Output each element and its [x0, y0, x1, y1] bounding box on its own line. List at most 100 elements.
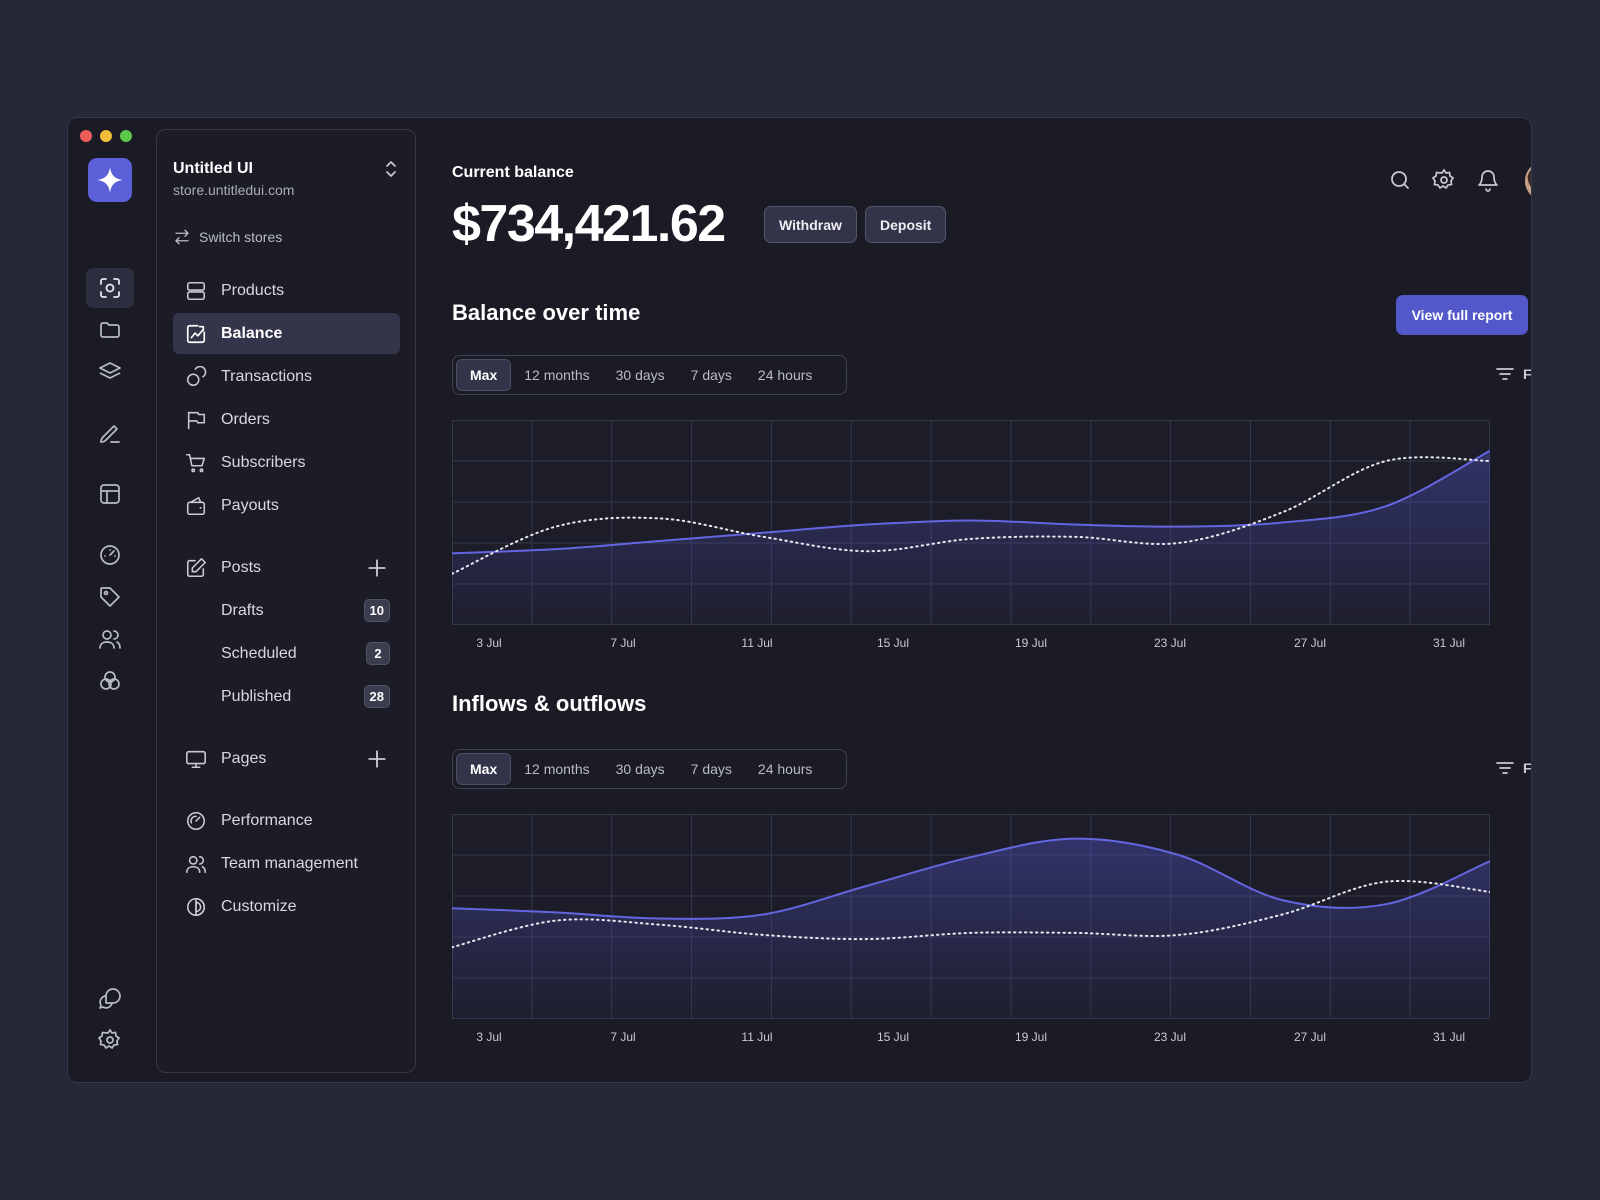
- range-option[interactable]: 12 months: [524, 761, 590, 777]
- range-option[interactable]: 12 months: [524, 367, 590, 383]
- add-page-icon[interactable]: [366, 748, 388, 770]
- sidebar-item-published[interactable]: Published 28: [173, 676, 400, 717]
- sparkle-icon: [97, 167, 123, 193]
- sidebar-item-label: Team management: [221, 854, 358, 872]
- search-icon[interactable]: [1388, 168, 1412, 192]
- sidebar-item-transactions[interactable]: Transactions: [173, 356, 400, 397]
- range-option[interactable]: 24 hours: [757, 367, 813, 383]
- rail-folder-button[interactable]: [86, 310, 134, 350]
- range-option[interactable]: 30 days: [615, 367, 665, 383]
- x-tick-label: 27 Jul: [1293, 1030, 1327, 1044]
- sidebar-item-customize[interactable]: Customize: [173, 886, 400, 927]
- x-tick-label: 15 Jul: [876, 1030, 910, 1044]
- wallet-icon: [186, 496, 206, 515]
- sidebar-item-label: Payouts: [221, 496, 279, 514]
- balance-filters-button[interactable]: Filters: [1495, 364, 1531, 384]
- sidebar-item-scheduled[interactable]: Scheduled 2: [173, 633, 400, 674]
- server-icon: [186, 281, 206, 300]
- sidebar-item-posts[interactable]: Posts: [173, 547, 400, 588]
- logo[interactable]: [88, 158, 132, 202]
- sidebar-item-label: Products: [221, 281, 285, 299]
- rail-scan-button[interactable]: [86, 268, 134, 308]
- range-option[interactable]: 24 hours: [757, 761, 813, 777]
- series-area: [452, 450, 1490, 625]
- range-option[interactable]: Max: [456, 753, 512, 785]
- sidebar-item-label: Posts: [221, 558, 262, 576]
- flows-filters-button[interactable]: Filters: [1495, 758, 1532, 778]
- layout-icon: [100, 484, 120, 504]
- sidebar-item-products[interactable]: Products: [173, 270, 400, 311]
- sidebar-item-drafts[interactable]: Drafts 10: [173, 590, 400, 631]
- rail-chat-button[interactable]: [86, 978, 134, 1018]
- count-badge: 10: [363, 599, 390, 622]
- avatar[interactable]: [1525, 161, 1531, 201]
- count-badge: 2: [366, 642, 390, 665]
- x-tick-label: 11 Jul: [741, 636, 773, 650]
- rail-tag-button[interactable]: [86, 577, 134, 617]
- close-window-button[interactable]: [80, 130, 92, 142]
- rail-settings-button[interactable]: [86, 1020, 134, 1060]
- filters-label: Filters: [1523, 760, 1532, 776]
- sidebar-item-label: Published: [221, 687, 292, 705]
- main-content: Current balance $734,421.62 Withdraw Dep…: [452, 118, 1531, 1082]
- rail-pen-button[interactable]: [86, 413, 134, 453]
- gauge-icon: [186, 811, 206, 830]
- store-name: Untitled UI: [173, 160, 253, 177]
- range-option[interactable]: Max: [456, 359, 512, 391]
- rail-layers-button[interactable]: [86, 352, 134, 392]
- switch-stores-link[interactable]: Switch stores: [173, 228, 282, 246]
- range-option[interactable]: 7 days: [690, 367, 732, 383]
- arrows-swap-icon: [175, 229, 189, 245]
- sidebar-item-pages[interactable]: Pages: [173, 738, 400, 779]
- cart-icon: [186, 453, 206, 472]
- balance-chart-x-axis: 3 Jul 7 Jul 11 Jul 15 Jul 19 Jul 23 Jul 27 Jul…: [452, 636, 1490, 652]
- balance-chart: [452, 420, 1490, 625]
- sidebar-item-balance[interactable]: Balance: [173, 313, 400, 354]
- add-post-icon[interactable]: [366, 557, 388, 579]
- sidebar-item-label: Scheduled: [221, 644, 297, 662]
- flows-chart: [452, 814, 1490, 1019]
- x-tick-label: 15 Jul: [876, 636, 910, 650]
- sidebar-item-orders[interactable]: Orders: [173, 399, 400, 440]
- settings-icon: [98, 1028, 121, 1050]
- sidebar-item-performance[interactable]: Performance: [173, 800, 400, 841]
- sidebar-item-label: Balance: [221, 324, 283, 342]
- flows-section-title: Inflows & outflows: [452, 691, 647, 716]
- x-tick-label: 7 Jul: [610, 636, 636, 650]
- circles-icon: [100, 671, 120, 690]
- minimize-window-button[interactable]: [100, 130, 112, 142]
- x-tick-label: 3 Jul: [476, 636, 502, 650]
- bell-icon[interactable]: [1476, 168, 1500, 192]
- store-switcher[interactable]: Untitled UI store.untitledui.com: [173, 160, 294, 198]
- count-badge: 28: [363, 685, 390, 708]
- view-full-report-button[interactable]: View full report: [1396, 295, 1528, 335]
- icon-rail: [68, 118, 152, 1082]
- range-option[interactable]: 30 days: [615, 761, 665, 777]
- chat-icon: [99, 988, 121, 1009]
- sidebar-item-team-management[interactable]: Team management: [173, 843, 400, 884]
- sidebar-item-payouts[interactable]: Payouts: [173, 485, 400, 526]
- gear-icon[interactable]: [1432, 168, 1456, 192]
- maximize-window-button[interactable]: [120, 130, 132, 142]
- withdraw-button[interactable]: Withdraw: [764, 206, 857, 243]
- x-tick-label: 19 Jul: [1014, 636, 1048, 650]
- contrast-icon: [186, 897, 206, 916]
- balance-range-selector: Max 12 months 30 days 7 days 24 hours: [452, 355, 847, 395]
- x-tick-label: 11 Jul: [741, 1030, 773, 1044]
- sidebar-item-subscribers[interactable]: Subscribers: [173, 442, 400, 483]
- folder-icon: [100, 322, 120, 338]
- series-line: [452, 837, 1490, 920]
- rail-layout-button[interactable]: [86, 474, 134, 514]
- range-option[interactable]: 7 days: [690, 761, 732, 777]
- rail-users-button[interactable]: [86, 619, 134, 659]
- deposit-button[interactable]: Deposit: [865, 206, 947, 243]
- series-dotted-line: [452, 456, 1490, 575]
- x-tick-label: 19 Jul: [1014, 1030, 1048, 1044]
- monitor-icon: [186, 750, 206, 768]
- rail-speedometer-button[interactable]: [86, 535, 134, 575]
- window-controls: [80, 130, 132, 142]
- users-icon: [99, 630, 121, 649]
- filter-lines-icon: [1496, 368, 1514, 380]
- chevron-up-down-icon[interactable]: [383, 158, 399, 180]
- rail-circles-button[interactable]: [86, 661, 134, 701]
